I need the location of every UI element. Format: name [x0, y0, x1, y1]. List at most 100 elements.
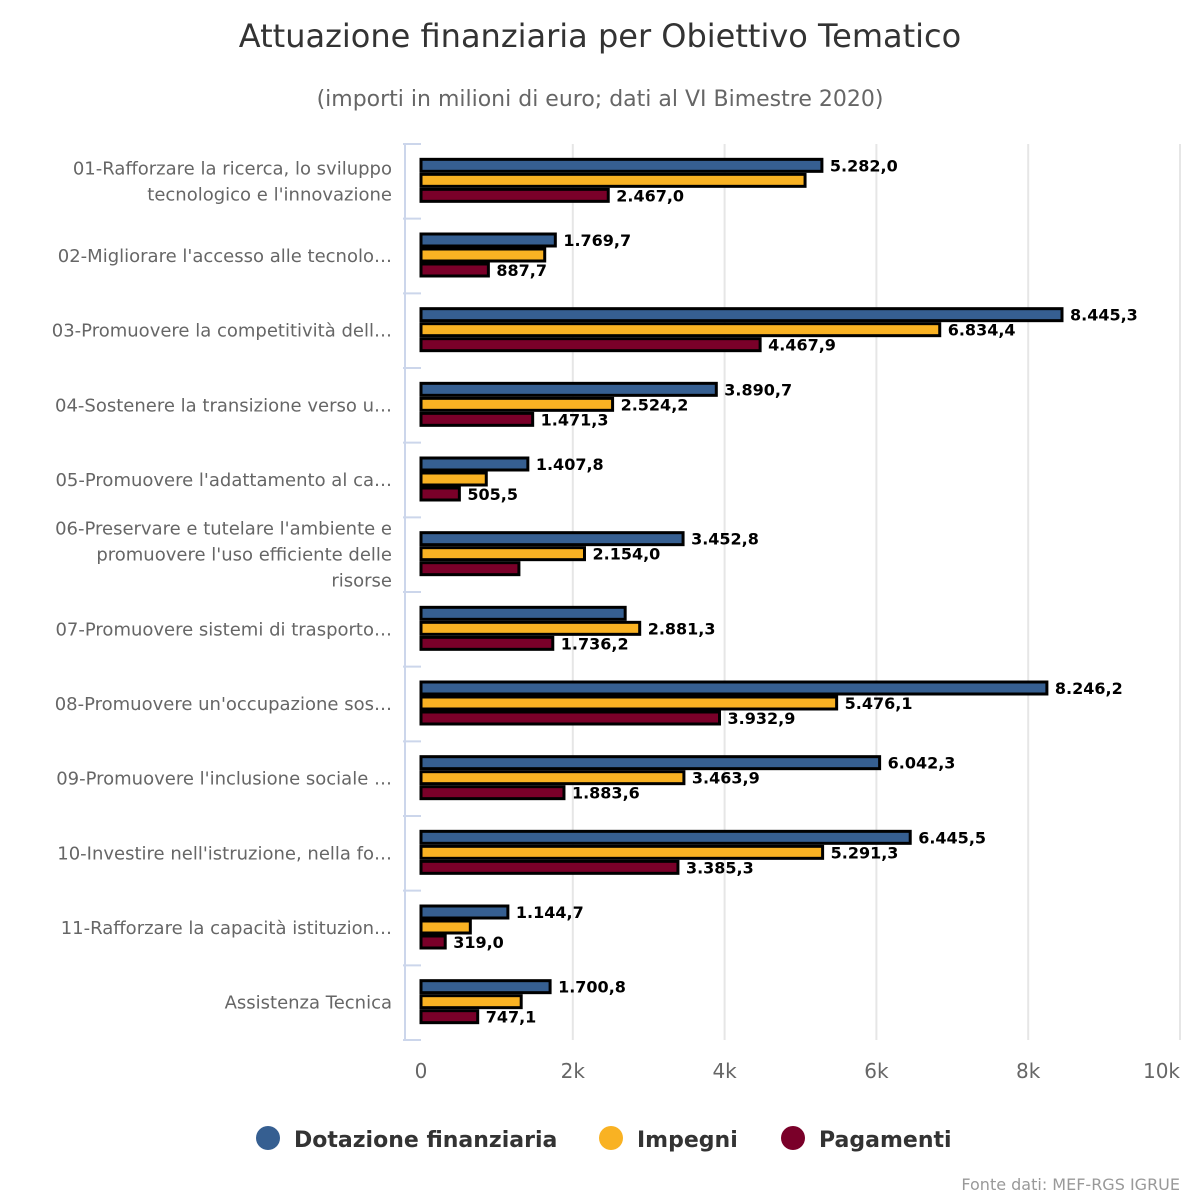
- category-label: 06-Preservare e tutelare l'ambiente e pro…: [55, 519, 392, 592]
- category-axis: 01-Rafforzare la ricerca, lo sviluppo tec…: [52, 143, 421, 1041]
- legend-label: Pagamenti: [819, 1128, 952, 1153]
- category-label: 05-Promuovere l'adattamento al ca…: [55, 470, 392, 491]
- bars: [419, 157, 1064, 1025]
- data-label: 2.881,3: [648, 619, 716, 638]
- bar-impegni[interactable]: [419, 322, 942, 338]
- data-label: 1.700,8: [558, 978, 626, 997]
- x-tick-label: 4k: [712, 1059, 737, 1083]
- data-label: 3.385,3: [686, 858, 754, 877]
- category-label-line: 03-Promuovere la competitività dell…: [52, 321, 392, 342]
- x-tick-label: 6k: [864, 1059, 889, 1083]
- legend: Dotazione finanziaria Impegni Pagamenti: [256, 1126, 952, 1153]
- data-label: 1.883,6: [572, 784, 640, 803]
- category-label: 08-Promuovere un'occupazione sos…: [55, 694, 392, 715]
- category-label-line: 08-Promuovere un'occupazione sos…: [55, 694, 392, 715]
- data-label: 5.282,0: [830, 156, 898, 175]
- bar-impegni[interactable]: [419, 919, 472, 935]
- legend-label: Dotazione finanziaria: [294, 1128, 557, 1153]
- x-tick-label: 0: [415, 1059, 428, 1083]
- data-label: 2.467,0: [616, 186, 684, 205]
- data-label: 1.736,2: [561, 634, 629, 653]
- data-label: 5.476,1: [845, 694, 913, 713]
- bar-impegni[interactable]: [419, 247, 547, 263]
- data-label: 1.769,7: [563, 231, 631, 250]
- bar-impegni[interactable]: [419, 172, 807, 188]
- bar-dotazione-finanziaria[interactable]: [419, 531, 685, 547]
- category-label-line: 06-Preservare e tutelare l'ambiente e: [55, 519, 392, 540]
- bar-dotazione-finanziaria[interactable]: [419, 307, 1064, 323]
- bar-impegni[interactable]: [419, 770, 686, 786]
- chart-title: Attuazione finanziaria per Obiettivo Tem…: [239, 17, 961, 55]
- bar-impegni[interactable]: [419, 546, 586, 562]
- data-label: 5.291,3: [831, 843, 899, 862]
- bar-impegni[interactable]: [419, 844, 825, 860]
- bar-pagamenti[interactable]: [419, 187, 610, 203]
- category-label-line: 05-Promuovere l'adattamento al ca…: [55, 470, 392, 491]
- category-label-line: promuovere l'uso efficiente delle: [96, 545, 392, 566]
- category-label-line: 02-Migliorare l'accesso alle tecnolo…: [58, 246, 392, 267]
- data-label: 2.154,0: [592, 545, 660, 564]
- category-label-line: risorse: [331, 571, 392, 592]
- category-label: 11-Rafforzare la capacità istituzion…: [61, 918, 392, 939]
- category-label-line: tecnologico e l'innovazione: [147, 184, 392, 205]
- bar-impegni[interactable]: [419, 994, 523, 1010]
- bar-pagamenti[interactable]: [419, 710, 722, 726]
- category-label-line: 10-Investire nell'istruzione, nella fo…: [57, 843, 392, 864]
- legend-marker-icon: [781, 1126, 805, 1150]
- category-label: Assistenza Tecnica: [225, 993, 392, 1014]
- category-label: 04-Sostenere la transizione verso u…: [55, 395, 392, 416]
- bar-pagamenti[interactable]: [419, 934, 447, 950]
- chart-subtitle: (importi in milioni di euro; dati al VI …: [317, 87, 884, 112]
- legend-item[interactable]: Impegni: [599, 1126, 738, 1153]
- bar-dotazione-finanziaria[interactable]: [419, 232, 557, 248]
- category-label: 03-Promuovere la competitività dell…: [52, 321, 392, 342]
- data-label: 2.524,2: [621, 395, 689, 414]
- bar-dotazione-finanziaria[interactable]: [419, 979, 552, 995]
- bar-dotazione-finanziaria[interactable]: [419, 456, 530, 472]
- x-tick-label: 2k: [561, 1059, 586, 1083]
- bar-pagamenti[interactable]: [419, 785, 566, 801]
- data-label: 3.932,9: [728, 709, 796, 728]
- data-label: 6.834,4: [948, 321, 1016, 340]
- legend-marker-icon: [256, 1126, 280, 1150]
- bar-pagamenti[interactable]: [419, 411, 535, 427]
- category-label-line: 07-Promuovere sistemi di trasporto…: [55, 619, 392, 640]
- bar-pagamenti[interactable]: [419, 1009, 480, 1025]
- bar-dotazione-finanziaria[interactable]: [419, 157, 824, 173]
- bar-pagamenti[interactable]: [419, 337, 762, 353]
- bar-dotazione-finanziaria[interactable]: [419, 829, 912, 845]
- bar-pagamenti[interactable]: [419, 859, 680, 875]
- bar-dotazione-finanziaria[interactable]: [419, 381, 718, 397]
- data-label: 6.445,5: [918, 828, 986, 847]
- bar-pagamenti[interactable]: [419, 561, 521, 577]
- data-labels: 5.282,0 2.467,0 1.769,7 887,7 8.445,3 6.834,4…: [453, 156, 1138, 1026]
- bar-pagamenti[interactable]: [419, 486, 461, 502]
- data-label: 1.471,3: [541, 410, 609, 429]
- x-tick-label: 10k: [1143, 1059, 1180, 1083]
- data-label: 6.042,3: [888, 754, 956, 773]
- data-label: 887,7: [496, 261, 547, 280]
- bar-dotazione-finanziaria[interactable]: [419, 605, 627, 621]
- bar-dotazione-finanziaria[interactable]: [419, 904, 510, 920]
- bar-pagamenti[interactable]: [419, 262, 490, 278]
- legend-item[interactable]: Dotazione finanziaria: [256, 1126, 557, 1153]
- data-label: 3.890,7: [724, 380, 792, 399]
- credit[interactable]: Fonte dati: MEF-RGS IGRUE: [961, 1175, 1180, 1194]
- bar-impegni[interactable]: [419, 396, 615, 412]
- bar-impegni[interactable]: [419, 695, 839, 711]
- bar-impegni[interactable]: [419, 620, 642, 636]
- category-label: 07-Promuovere sistemi di trasporto…: [55, 619, 392, 640]
- category-label: 10-Investire nell'istruzione, nella fo…: [57, 843, 392, 864]
- category-label: 01-Rafforzare la ricerca, lo sviluppo tec…: [73, 158, 392, 205]
- data-label: 8.246,2: [1055, 679, 1123, 698]
- legend-label: Impegni: [637, 1128, 738, 1153]
- bar-pagamenti[interactable]: [419, 635, 555, 651]
- category-label-line: 01-Rafforzare la ricerca, lo sviluppo: [73, 158, 392, 179]
- bar-impegni[interactable]: [419, 471, 488, 487]
- bar-dotazione-finanziaria[interactable]: [419, 680, 1049, 696]
- bar-dotazione-finanziaria[interactable]: [419, 755, 882, 771]
- data-label: 3.463,9: [692, 769, 760, 788]
- legend-item[interactable]: Pagamenti: [781, 1126, 952, 1153]
- data-label: 747,1: [486, 1008, 537, 1027]
- category-label-line: 11-Rafforzare la capacità istituzion…: [61, 918, 392, 939]
